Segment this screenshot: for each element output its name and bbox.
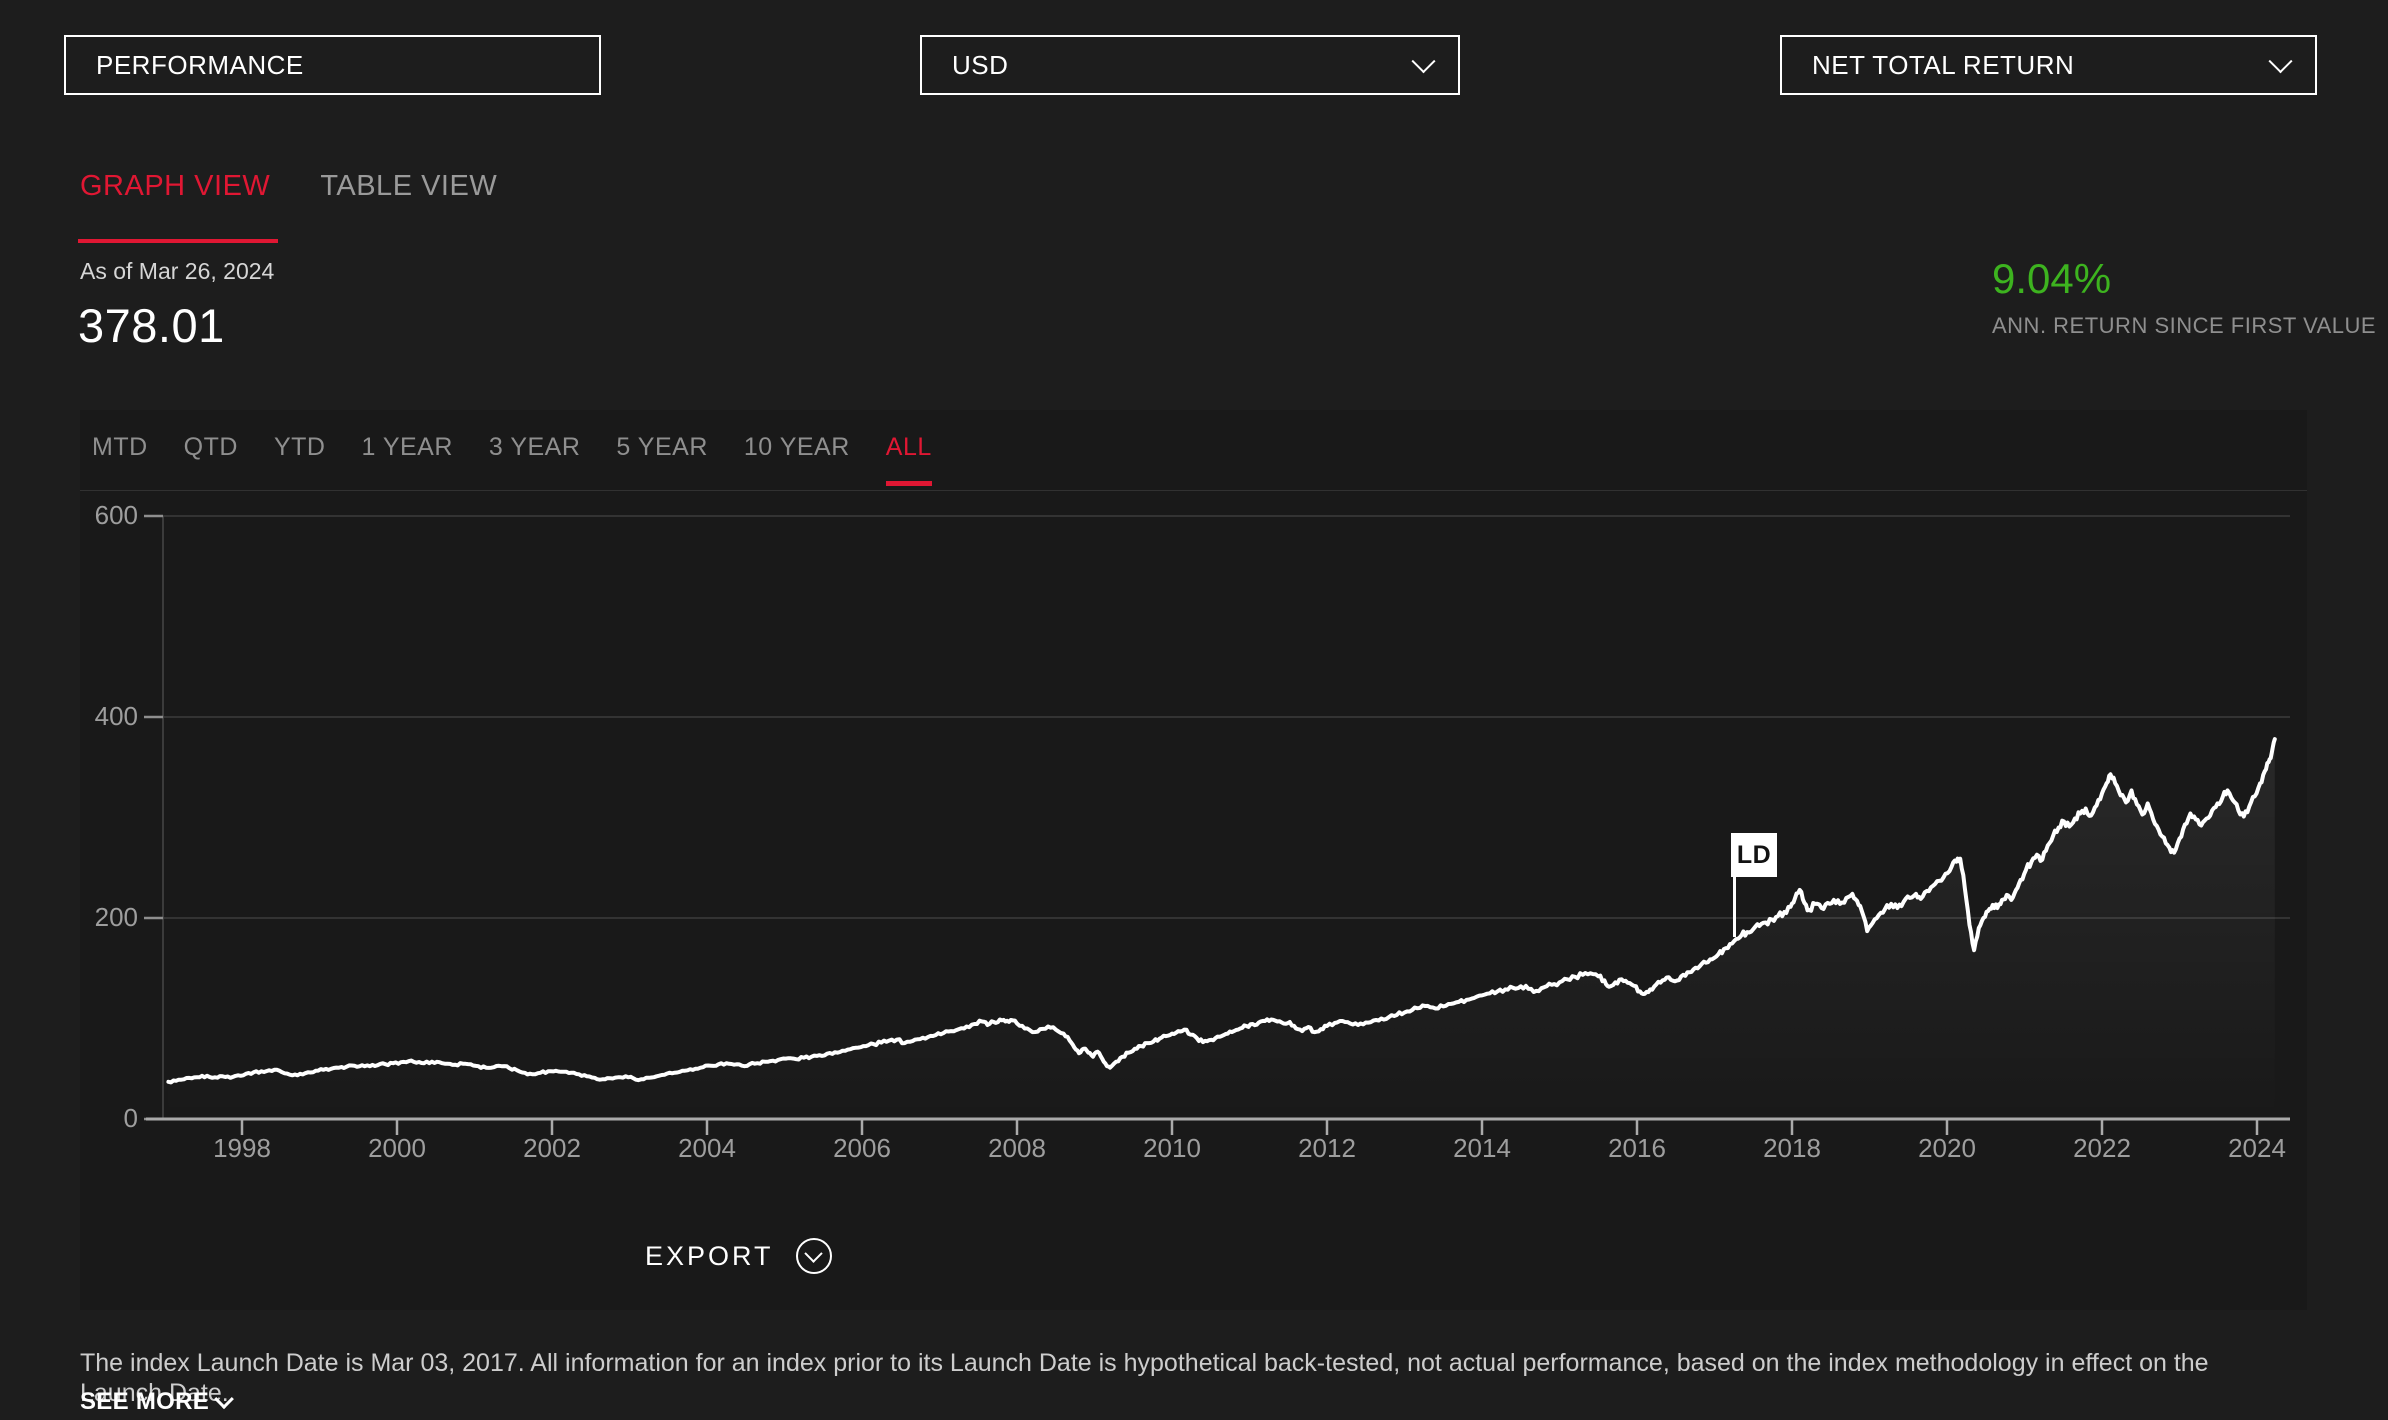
- export-button[interactable]: EXPORT: [645, 1238, 832, 1274]
- x-axis-tick-label: 2010: [1143, 1133, 1201, 1163]
- annualized-return-label: ANN. RETURN SINCE FIRST VALUE: [1992, 313, 2377, 338]
- period-tabs: MTD QTD YTD 1 YEAR 3 YEAR 5 YEAR 10 YEAR…: [92, 433, 932, 486]
- y-axis-tick-label: 600: [94, 500, 138, 530]
- period-tab-ytd[interactable]: YTD: [273, 433, 326, 461]
- tab-graph-view[interactable]: GRAPH VIEW: [77, 170, 279, 243]
- performance-section-box[interactable]: PERFORMANCE: [64, 35, 601, 95]
- as-of-date: As of Mar 26, 2024: [80, 258, 275, 284]
- x-axis-tick-label: 2006: [833, 1133, 891, 1163]
- x-axis-tick-label: 2002: [523, 1133, 581, 1163]
- view-tabs: GRAPH VIEW TABLE VIEW: [77, 170, 498, 243]
- launch-date-marker-stem: [1733, 877, 1736, 937]
- y-axis-tick-label: 200: [94, 902, 138, 932]
- x-axis-tick-label: 2000: [368, 1133, 426, 1163]
- see-more-button[interactable]: SEE MORE: [80, 1388, 234, 1416]
- return-type-select-value: NET TOTAL RETURN: [1812, 49, 2075, 80]
- export-chevron-circle-icon[interactable]: [795, 1238, 832, 1274]
- period-tab-qtd[interactable]: QTD: [183, 433, 238, 461]
- currency-select-value: USD: [952, 49, 1009, 80]
- period-tab-3-year[interactable]: 3 YEAR: [488, 433, 581, 461]
- x-axis-tick-label: 2012: [1298, 1133, 1356, 1163]
- y-axis-tick-label: 0: [123, 1103, 138, 1133]
- tab-table-view[interactable]: TABLE VIEW: [320, 170, 498, 202]
- x-axis-tick-label: 1998: [213, 1133, 271, 1163]
- chevron-down-icon: [214, 1389, 234, 1410]
- x-axis-tick-label: 2016: [1608, 1133, 1666, 1163]
- x-axis-tick-label: 2018: [1763, 1133, 1821, 1163]
- period-tab-1-year[interactable]: 1 YEAR: [361, 433, 453, 461]
- period-tab-all[interactable]: ALL: [885, 433, 932, 486]
- performance-section-label: PERFORMANCE: [96, 49, 304, 80]
- x-axis-tick-label: 2020: [1918, 1133, 1976, 1163]
- see-more-label: SEE MORE: [80, 1388, 210, 1415]
- currency-select[interactable]: USD: [920, 35, 1460, 95]
- return-type-select[interactable]: NET TOTAL RETURN: [1780, 35, 2317, 95]
- x-axis-tick-label: 2024: [2228, 1133, 2286, 1163]
- launch-date-marker: LD: [1731, 833, 1777, 877]
- index-level-value: 378.01: [78, 299, 225, 352]
- launch-date-disclaimer: The index Launch Date is Mar 03, 2017. A…: [80, 1349, 2209, 1407]
- x-axis-tick-label: 2008: [988, 1133, 1046, 1163]
- period-tab-5-year[interactable]: 5 YEAR: [616, 433, 708, 461]
- x-axis-tick-label: 2004: [678, 1133, 736, 1163]
- x-axis-tick-label: 2014: [1453, 1133, 1511, 1163]
- chart-panel: [80, 410, 2307, 1310]
- annualized-return-value: 9.04%: [1992, 255, 2112, 302]
- x-axis-tick-label: 2022: [2073, 1133, 2131, 1163]
- period-tabs-divider: [80, 490, 2307, 491]
- export-label: EXPORT: [645, 1240, 774, 1271]
- chevron-down-icon: [804, 1243, 823, 1263]
- period-tab-10-year[interactable]: 10 YEAR: [743, 433, 850, 461]
- y-axis-tick-label: 400: [94, 701, 138, 731]
- period-tab-mtd[interactable]: MTD: [92, 433, 148, 461]
